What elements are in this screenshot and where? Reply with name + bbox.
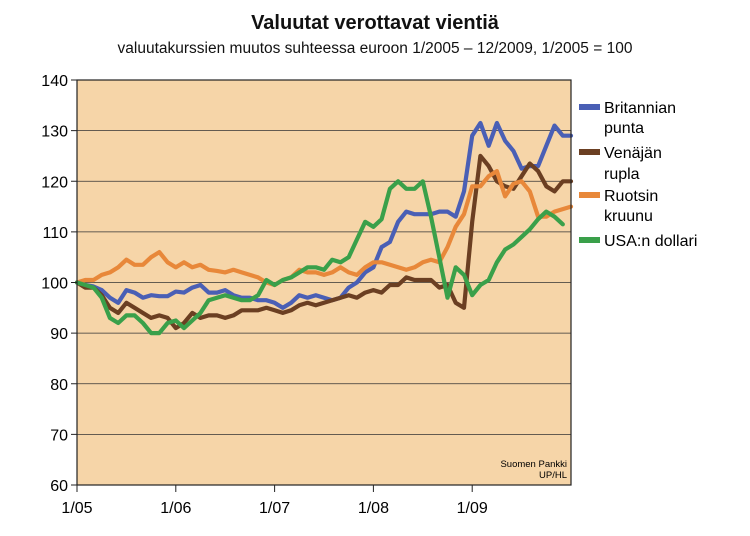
legend-label: kruunu: [604, 208, 653, 225]
y-tick-label: 60: [50, 478, 68, 495]
legend-label: punta: [604, 120, 644, 137]
y-tick-label: 110: [42, 225, 68, 242]
y-tick-label: 90: [50, 326, 68, 343]
chart-title: Valuutat verottavat vientiä: [251, 12, 499, 34]
series-line: [74, 120, 574, 310]
y-tick-label: 120: [41, 174, 68, 191]
y-tick-label: 100: [41, 276, 68, 293]
y-axis: 60 70 80 90 100 110 120 130 140: [41, 73, 77, 495]
y-tick-label: 70: [50, 427, 68, 444]
legend-label: Venäjän: [604, 145, 662, 162]
x-tick-label: 1/06: [160, 500, 191, 517]
source-note: Suomen Pankki UP/HL: [500, 459, 567, 481]
chart-subtitle: valuutakurssien muutos suhteessa euroon …: [117, 40, 633, 57]
series-lines: [74, 120, 574, 336]
x-tick-label: 1/09: [457, 500, 488, 517]
series-line: [74, 153, 574, 331]
x-tick-label: 1/05: [61, 500, 92, 517]
x-tick-label: 1/08: [358, 500, 389, 517]
series-line: [74, 179, 565, 336]
x-tick-label: 1/07: [259, 500, 290, 517]
legend-label: Britannian: [604, 100, 676, 117]
y-tick-label: 80: [50, 377, 68, 394]
legend-label: USA:n dollari: [604, 233, 697, 250]
source-line: UP/HL: [539, 470, 567, 481]
legend-label: Ruotsin: [604, 188, 658, 205]
legend-label: rupla: [604, 166, 640, 183]
source-line: Suomen Pankki: [500, 459, 567, 470]
legend: Britannian punta Venäjän rupla Ruotsin kruunu…: [579, 100, 697, 250]
y-tick-label: 140: [41, 73, 68, 90]
y-tick-label: 130: [41, 124, 68, 141]
x-axis: 1/05 1/06 1/07 1/08 1/09: [61, 485, 488, 517]
series-line: [74, 169, 574, 288]
